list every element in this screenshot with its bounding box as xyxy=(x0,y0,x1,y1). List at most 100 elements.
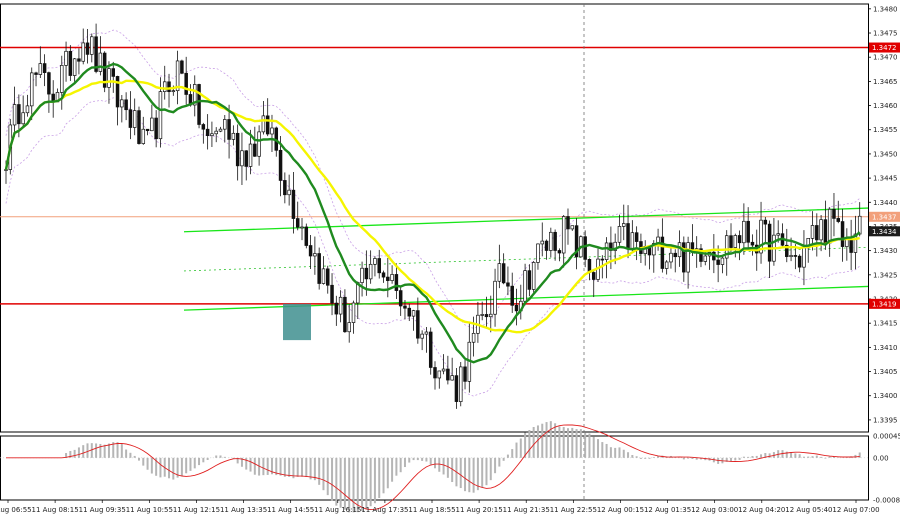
candle-body xyxy=(634,232,639,242)
candle-body xyxy=(313,253,317,257)
price-tick-label: 1.3480 xyxy=(873,5,898,13)
time-tick-label: 11 Aug 20:15 xyxy=(456,506,503,514)
candle-body xyxy=(175,60,180,92)
candle-body xyxy=(506,282,510,287)
level-tag-bg xyxy=(869,226,900,237)
candle-body xyxy=(484,314,489,318)
candle-body xyxy=(154,117,158,140)
price-tick-label: 1.3395 xyxy=(873,416,898,424)
candle-body xyxy=(25,105,30,114)
candle-body xyxy=(38,63,43,75)
candle-body xyxy=(793,255,798,257)
time-tick-label: 11 Aug 09:35 xyxy=(79,506,126,514)
candle-body xyxy=(197,84,201,125)
time-tick-label: 11 Aug 21:35 xyxy=(503,506,550,514)
price-tick-label: 1.3430 xyxy=(873,247,898,255)
candle-body xyxy=(802,247,806,268)
candle-body xyxy=(240,150,244,167)
indicator-tick-label: -0.00087 xyxy=(873,497,900,505)
candle-body xyxy=(561,216,566,254)
candle-body xyxy=(141,128,146,144)
price-tick-label: 1.3410 xyxy=(873,344,898,352)
lower-envelope xyxy=(5,97,860,397)
candle-body xyxy=(137,110,141,144)
highlight-box xyxy=(283,303,311,341)
candle-body xyxy=(201,124,206,130)
time-tick-label: 11 Aug 13:35 xyxy=(220,506,267,514)
candle-body xyxy=(171,90,176,93)
level-tag-bg xyxy=(869,211,900,222)
candle-body xyxy=(836,218,841,222)
time-tick-label: 12 Aug 07:00 xyxy=(832,506,879,514)
candle-body xyxy=(132,110,137,128)
candle-body xyxy=(291,189,296,219)
candle-body xyxy=(832,208,836,219)
candle-body xyxy=(120,99,124,108)
candle-body xyxy=(128,109,133,128)
candle-body xyxy=(574,225,579,258)
candle-body xyxy=(278,149,283,181)
candle-body xyxy=(660,236,665,269)
candle-body xyxy=(720,257,725,265)
indicator-pane-frame xyxy=(0,435,869,501)
candle-body xyxy=(68,50,73,76)
price-tick-label: 1.3445 xyxy=(873,175,898,183)
candle-body xyxy=(317,253,321,284)
candle-body xyxy=(437,370,442,379)
candle-body xyxy=(669,252,673,263)
candle-body xyxy=(724,235,729,259)
candle-body xyxy=(124,99,128,111)
candle-body xyxy=(295,218,300,228)
candle-body xyxy=(231,132,236,140)
price-tick-label: 1.3415 xyxy=(873,320,898,328)
candle-body xyxy=(540,240,544,245)
candle-body xyxy=(626,223,630,249)
time-tick-label: 11 Aug 17:35 xyxy=(361,506,408,514)
candle-body xyxy=(785,244,789,257)
time-tick-label: 12 Aug 03:00 xyxy=(691,506,738,514)
indicator-tick-label: 0.00045 xyxy=(873,433,900,441)
candle-body xyxy=(85,42,90,55)
price-tick-label: 1.3440 xyxy=(873,199,898,207)
level-tag-1.3434: 1.3434 xyxy=(872,228,897,236)
candle-body xyxy=(398,290,403,307)
candle-body xyxy=(403,305,407,309)
price-tick-label: 1.3425 xyxy=(873,271,898,279)
candle-body xyxy=(729,235,733,248)
candle-body xyxy=(386,276,390,281)
candle-body xyxy=(823,219,828,244)
candle-body xyxy=(454,375,459,402)
candle-body xyxy=(446,368,450,381)
candle-body xyxy=(463,366,467,382)
level-tag-bg xyxy=(869,42,900,53)
candle-body xyxy=(617,226,622,243)
price-tick-label: 1.3470 xyxy=(873,54,898,62)
candle-body xyxy=(600,258,605,261)
candle-body xyxy=(17,104,21,125)
candle-body xyxy=(604,242,609,261)
candle-body xyxy=(223,119,227,130)
candle-body xyxy=(180,60,184,74)
candle-body xyxy=(21,112,25,125)
candle-body xyxy=(591,272,596,280)
time-tick-label: 11 Aug 22:55 xyxy=(550,506,597,514)
candle-body xyxy=(227,119,231,140)
indicator-signal-line xyxy=(6,424,860,511)
candle-body xyxy=(214,130,218,135)
candle-body xyxy=(308,245,313,257)
candle-body xyxy=(776,233,780,236)
candle-body xyxy=(441,368,446,372)
candle-body xyxy=(673,252,677,258)
candle-body xyxy=(377,258,381,274)
time-tick-label: 11 Aug 14:55 xyxy=(267,506,314,514)
candle-body xyxy=(682,242,686,273)
candle-body xyxy=(553,231,557,251)
level-tag-bg xyxy=(869,298,900,309)
candle-body xyxy=(115,76,120,108)
candle-body xyxy=(458,366,463,402)
candle-body xyxy=(270,127,274,135)
candle-body xyxy=(699,248,703,262)
candle-body xyxy=(162,81,167,92)
candle-body xyxy=(737,235,742,244)
